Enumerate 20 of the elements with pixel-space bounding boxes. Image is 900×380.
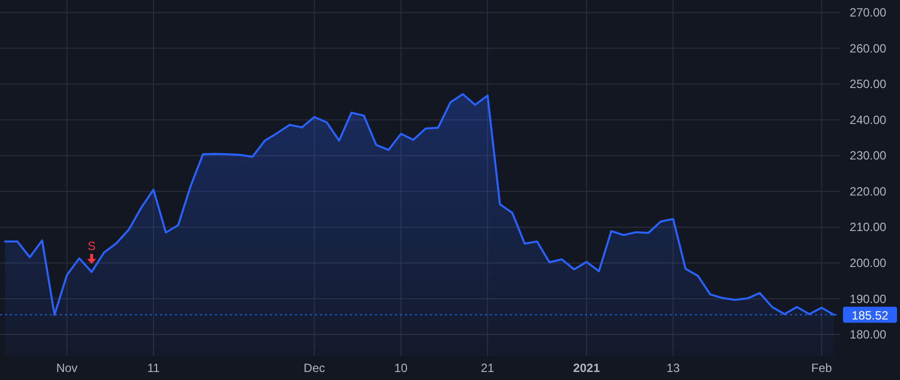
y-tick-label: 240.00 bbox=[850, 112, 887, 127]
y-tick-label: 250.00 bbox=[850, 77, 887, 92]
x-tick-label: 11 bbox=[147, 361, 160, 375]
y-tick-label: 190.00 bbox=[850, 292, 887, 306]
y-tick-label: 200.00 bbox=[850, 256, 887, 270]
x-tick-label: 13 bbox=[666, 361, 680, 375]
y-tick-label: 210.00 bbox=[850, 220, 887, 234]
x-tick-label: Feb bbox=[811, 361, 832, 375]
x-tick-label: Dec bbox=[304, 361, 325, 375]
x-tick-label: 2021 bbox=[573, 361, 600, 375]
y-tick-label: 260.00 bbox=[850, 41, 887, 56]
x-tick-label: 21 bbox=[480, 361, 495, 375]
ref-line-label: 185.52 bbox=[852, 308, 889, 322]
y-tick-label: 270.00 bbox=[850, 6, 887, 20]
y-tick-label: 180.00 bbox=[850, 328, 887, 342]
y-tick-label: 230.00 bbox=[850, 148, 887, 163]
y-tick-label: 220.00 bbox=[850, 184, 887, 198]
x-tick-label: Nov bbox=[56, 361, 78, 375]
x-tick-label: 10 bbox=[394, 361, 408, 375]
annotation: S bbox=[88, 238, 96, 253]
